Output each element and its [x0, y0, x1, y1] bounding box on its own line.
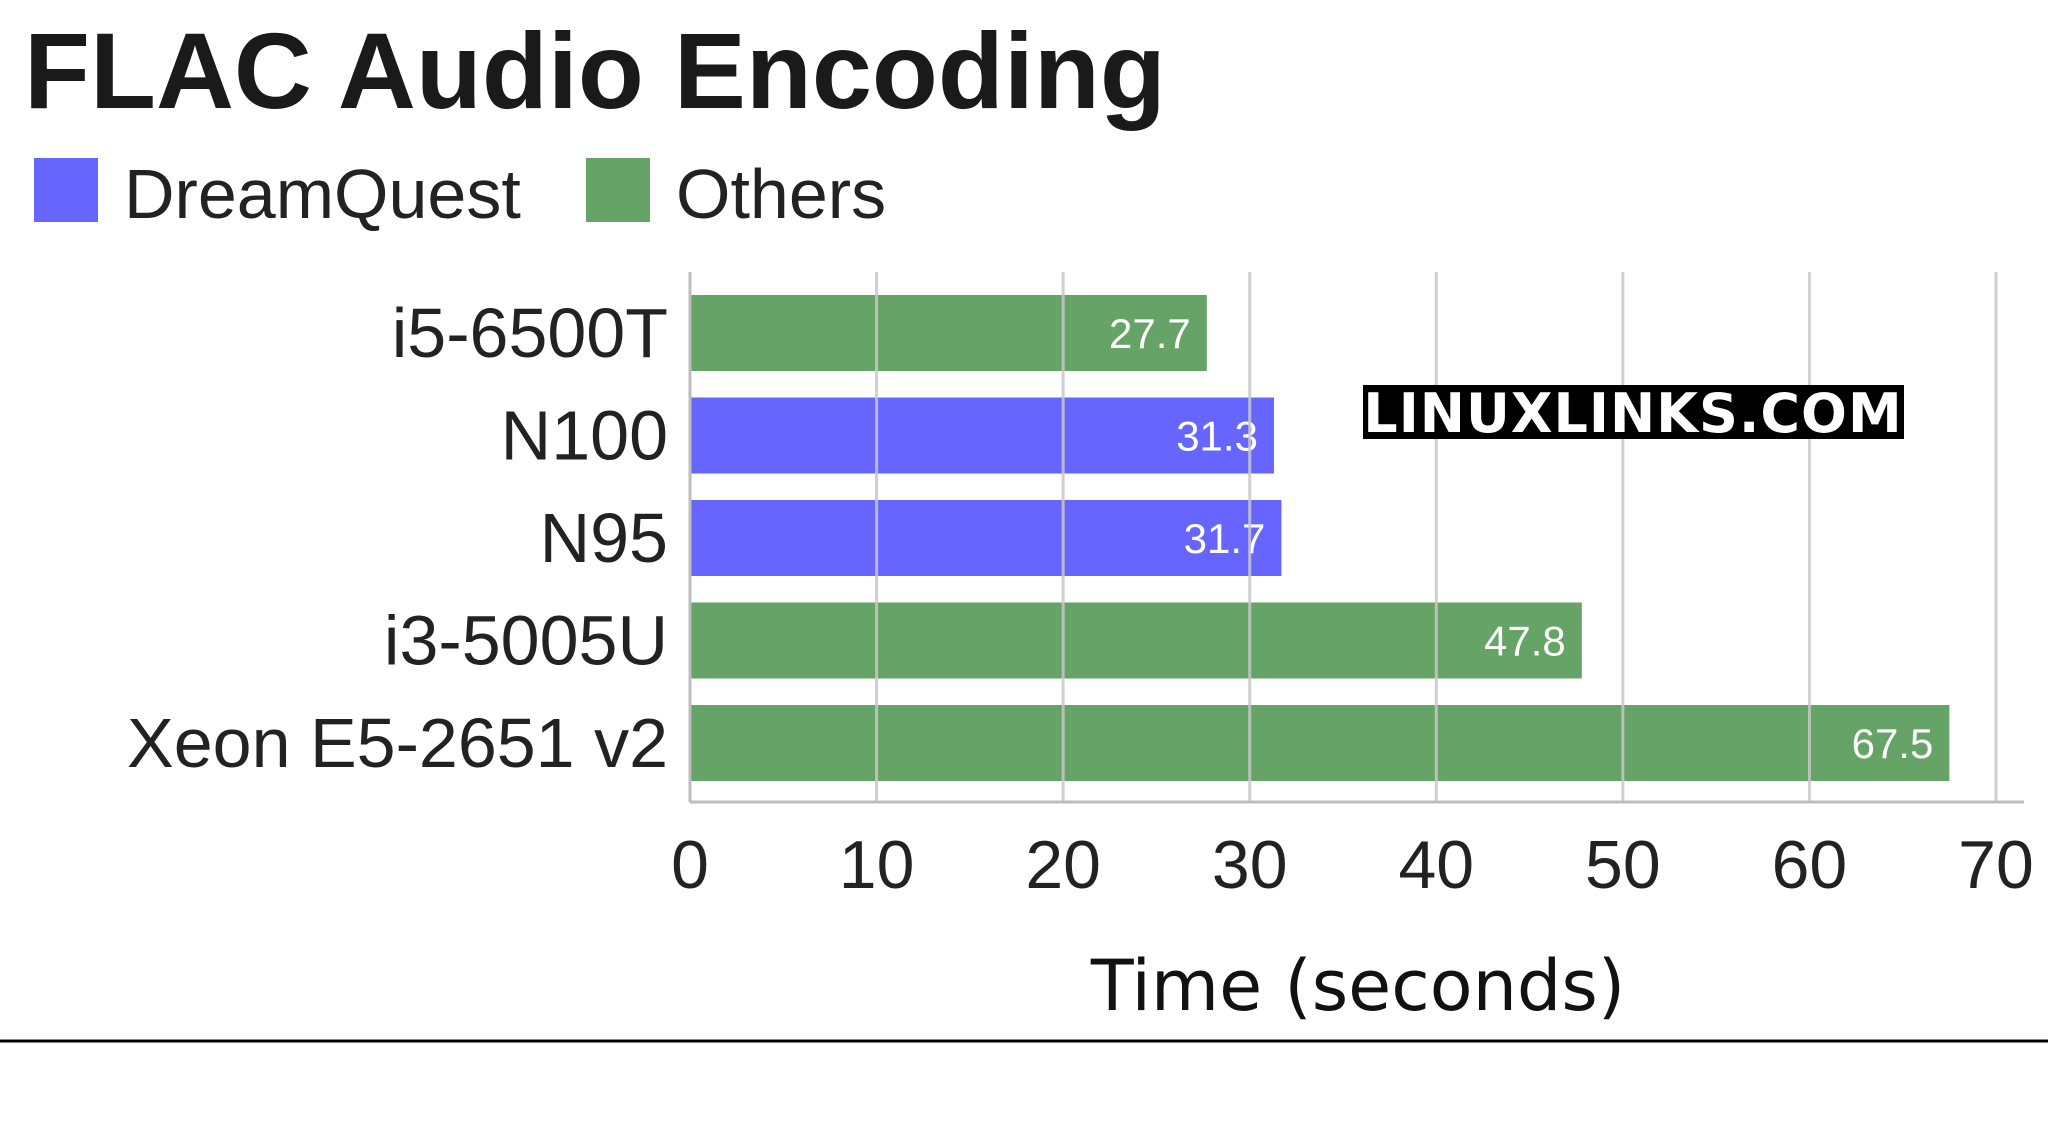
- watermark-text: LINUXLINKS.COM: [1363, 382, 1902, 445]
- tick-label-60: 60: [1772, 827, 1848, 903]
- legend-swatch-dreamquest: [34, 158, 98, 222]
- value-label-3: 47.8: [1484, 618, 1566, 665]
- plot-area: 27.7 i5-6500T 31.3 N100 31.7 N95 47.8 i3-5005U 6…: [127, 272, 2034, 903]
- tick-label-50: 50: [1585, 827, 1661, 903]
- tick-label-0: 0: [671, 827, 709, 903]
- value-label-2: 31.7: [1184, 515, 1266, 562]
- bar-4: [690, 705, 1950, 781]
- value-label-1: 31.3: [1176, 413, 1258, 460]
- watermark-background: [1363, 385, 1904, 439]
- value-label-0: 27.7: [1109, 310, 1191, 357]
- tick-label-20: 20: [1025, 827, 1101, 903]
- legend-label-others: Others: [676, 155, 886, 233]
- bar-3: [690, 602, 1582, 679]
- category-label-1: N100: [501, 397, 668, 475]
- chart-title: FLAC Audio Encoding: [24, 10, 1166, 131]
- bar-0: [690, 295, 1207, 371]
- category-label-0: i5-6500T: [392, 294, 668, 372]
- category-label-3: i3-5005U: [384, 602, 668, 680]
- tick-label-40: 40: [1398, 827, 1474, 903]
- tick-label-70: 70: [1958, 827, 2034, 903]
- x-axis-title: Time (seconds): [1090, 945, 1625, 1027]
- category-label-2: N95: [540, 499, 668, 577]
- bar-1: [690, 397, 1274, 474]
- category-label-4: Xeon E5-2651 v2: [127, 704, 668, 782]
- watermark: LINUXLINKS.COM: [1363, 382, 1904, 445]
- legend: DreamQuest Others: [34, 155, 886, 233]
- tick-label-10: 10: [839, 827, 915, 903]
- legend-label-dreamquest: DreamQuest: [124, 155, 521, 233]
- value-label-4: 67.5: [1852, 720, 1934, 767]
- tick-label-30: 30: [1212, 827, 1288, 903]
- bar-2: [690, 500, 1282, 576]
- legend-swatch-others: [586, 158, 650, 222]
